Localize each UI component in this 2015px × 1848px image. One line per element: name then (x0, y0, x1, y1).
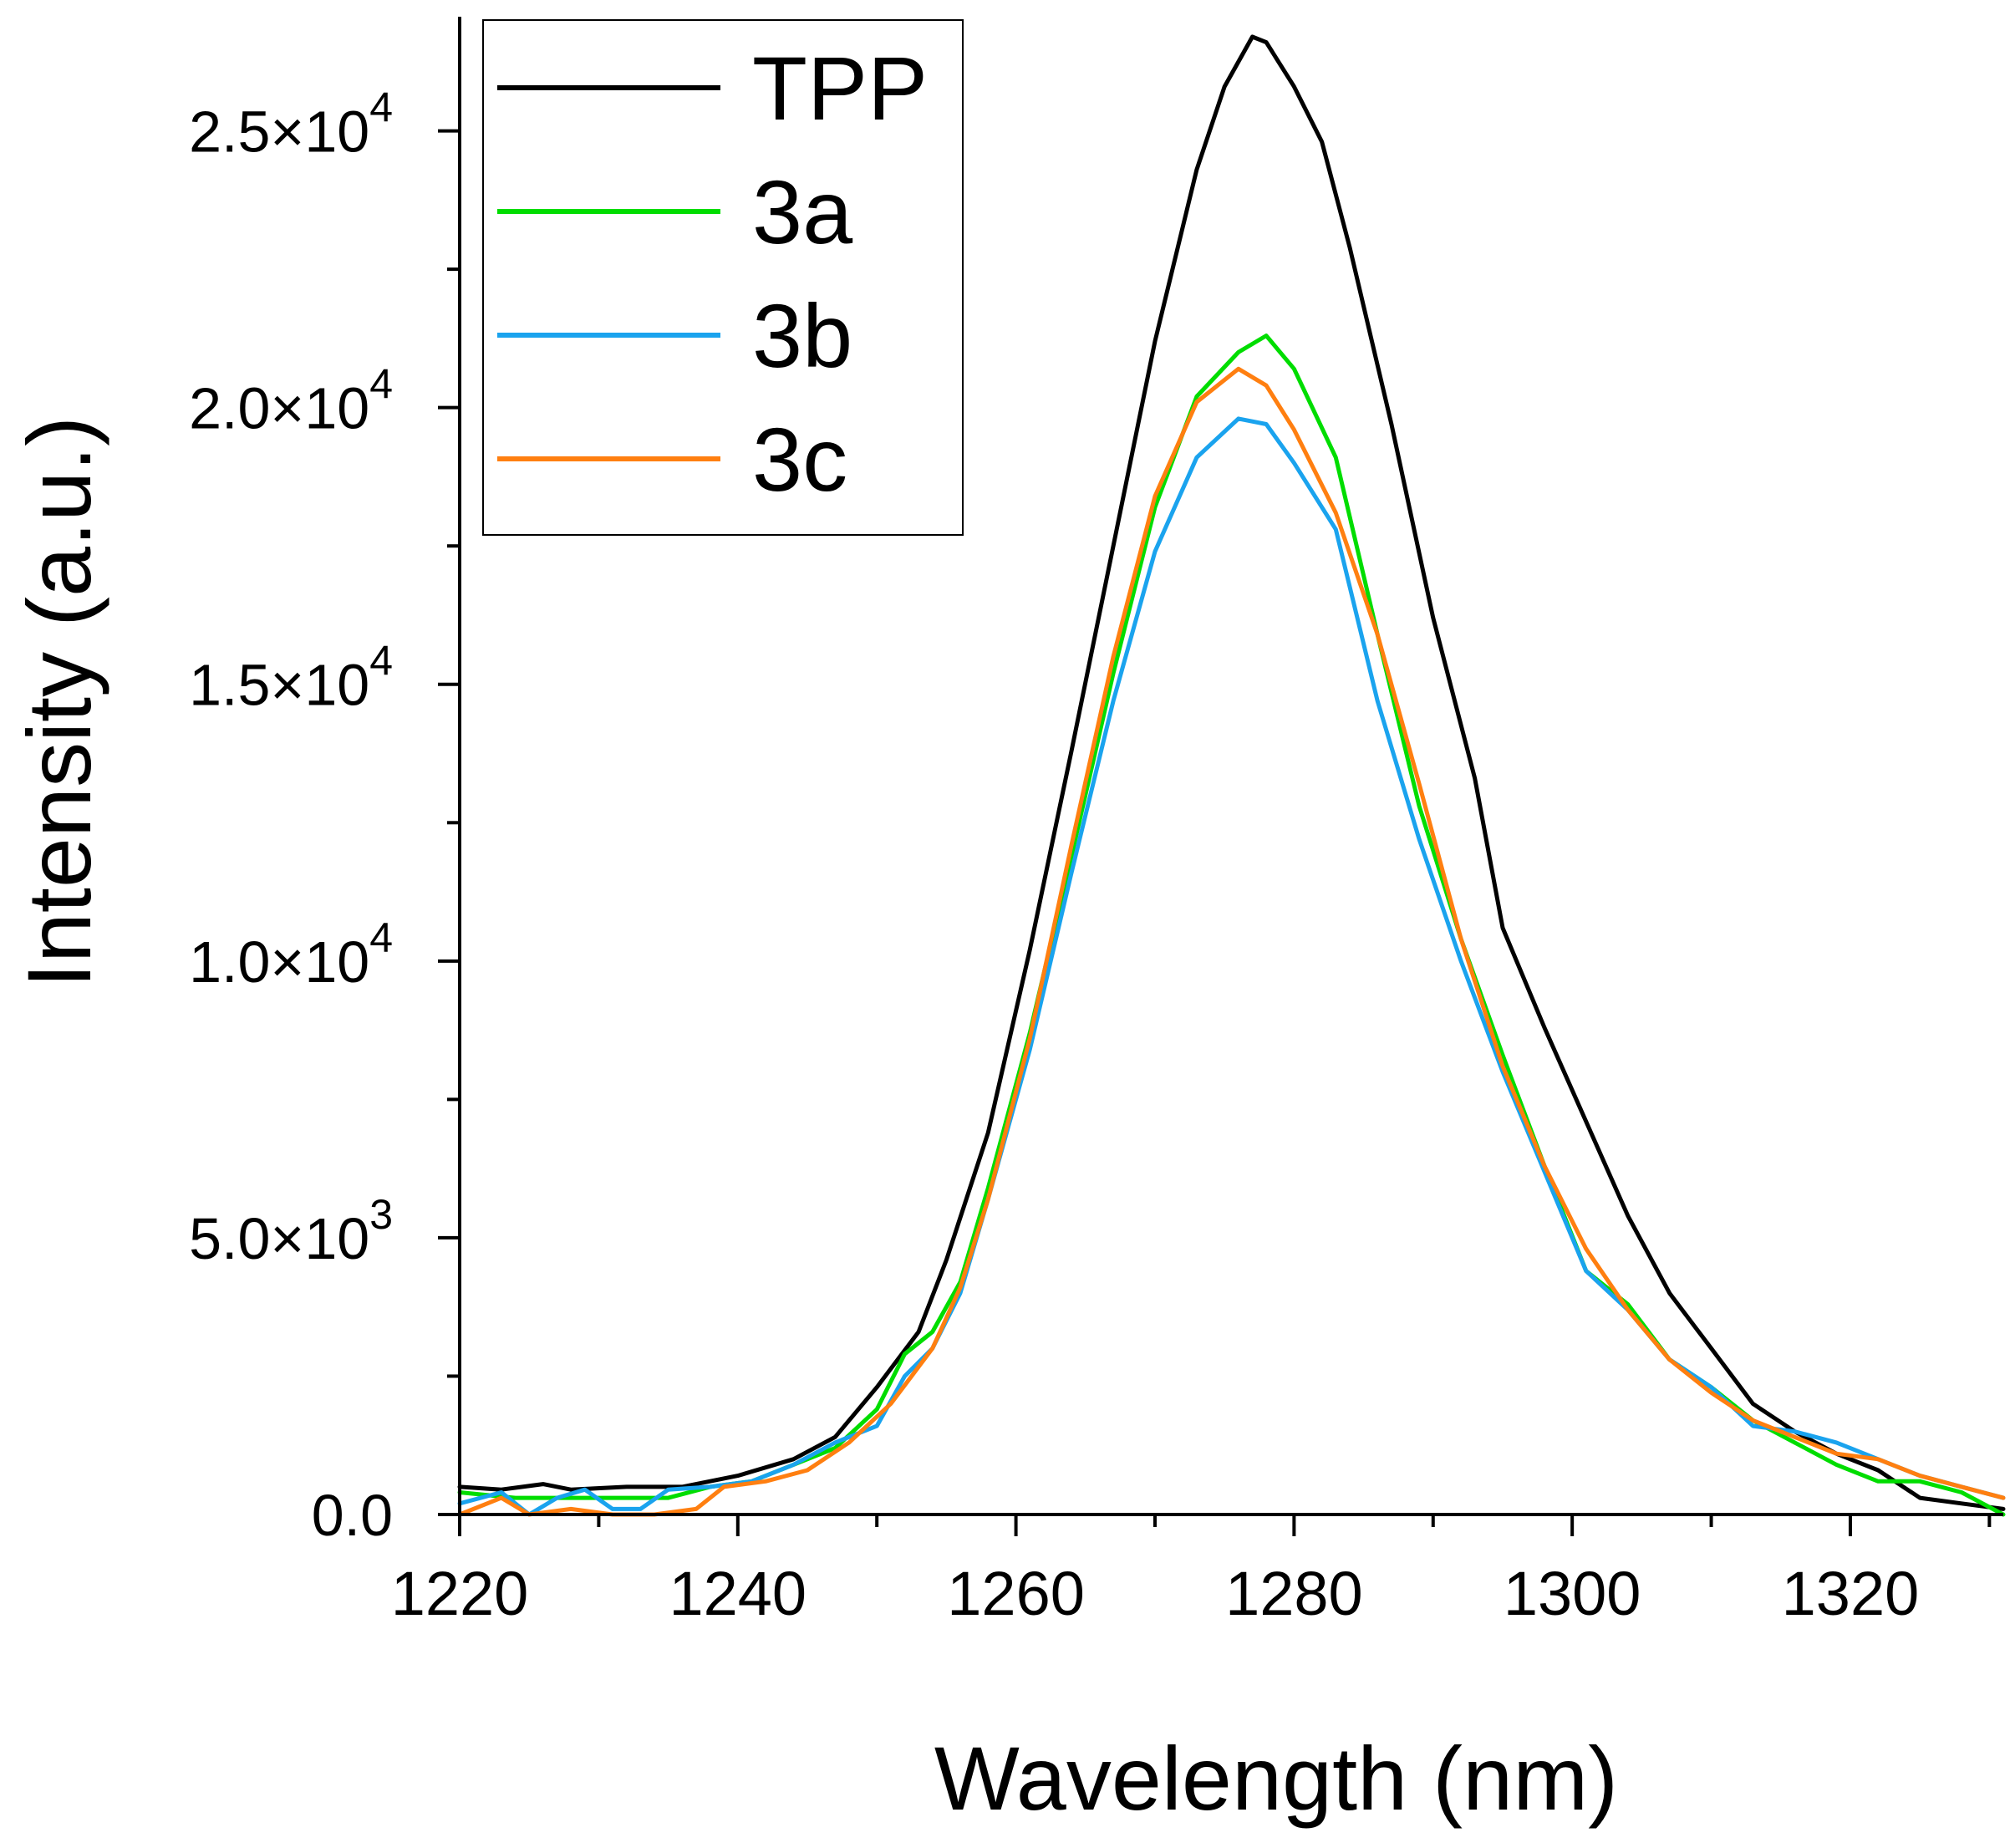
y-tick-mantissa: 2.5×10 (189, 99, 369, 165)
y-tick-label: 2.5×104 (189, 84, 393, 165)
plot-lines (457, 34, 2006, 1517)
legend-label: 3a (752, 161, 853, 262)
series-line-TPP (457, 34, 2006, 1511)
y-tick-exponent: 4 (369, 914, 393, 961)
legend: TPP 3a 3b 3c (482, 19, 964, 536)
x-tick-label: 1240 (669, 1559, 807, 1628)
legend-label: 3b (752, 285, 852, 386)
legend-label: 3c (752, 409, 847, 510)
y-tick-mantissa: 1.0×10 (189, 929, 369, 995)
y-tick-mantissa: 2.0×10 (189, 376, 369, 441)
y-tick-label: 1.0×104 (189, 914, 393, 995)
y-tick-mantissa: 0.0 (312, 1483, 393, 1548)
y-tick-label: 2.0×104 (189, 361, 393, 441)
y-tick-label: 5.0×103 (189, 1191, 393, 1271)
x-tick-label: 1320 (1782, 1559, 1920, 1628)
y-tick-exponent: 4 (369, 638, 393, 685)
series-line-3b (457, 416, 2006, 1517)
y-tick-mantissa: 1.5×10 (189, 653, 369, 718)
x-tick-label: 1300 (1504, 1559, 1641, 1628)
x-tick-label: 1260 (947, 1559, 1085, 1628)
x-axis-ticks: 1220 1240 1260 1280 1300 1320 (391, 1515, 1992, 1628)
y-tick-label: 1.5×104 (189, 638, 393, 718)
y-tick-exponent: 3 (369, 1191, 393, 1238)
y-tick-exponent: 4 (369, 361, 393, 408)
y-tick-mantissa: 5.0×10 (189, 1206, 369, 1271)
y-tick-label: 0.0 (312, 1483, 393, 1548)
x-tick-label: 1280 (1225, 1559, 1363, 1628)
y-tick-exponent: 4 (369, 84, 393, 131)
y-axis-title: Intensity (a.u.) (8, 416, 109, 988)
legend-box (482, 19, 964, 536)
series-line-3c (457, 366, 2006, 1517)
x-axis-title: Wavelength (nm) (934, 1728, 1618, 1829)
legend-label: TPP (752, 38, 928, 139)
x-tick-label: 1220 (391, 1559, 529, 1628)
legend-items: TPP 3a 3b 3c (497, 38, 928, 510)
